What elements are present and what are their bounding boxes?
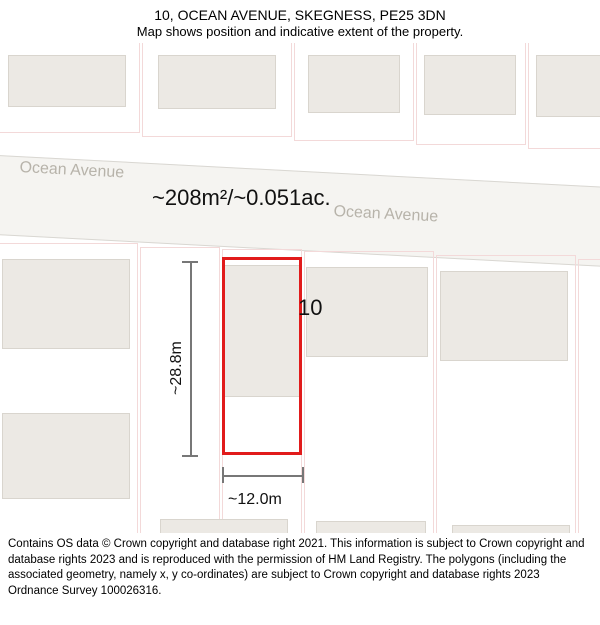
property-highlight xyxy=(222,257,302,455)
dimension-label-height: ~28.8m xyxy=(168,341,186,395)
building-block xyxy=(424,55,516,115)
dimension-bar-v xyxy=(190,261,192,455)
dimension-tick xyxy=(182,455,198,457)
dimension-tick xyxy=(182,261,198,263)
building-block xyxy=(536,55,600,117)
property-number: 10 xyxy=(298,295,322,321)
building-block xyxy=(316,521,426,533)
area-label: ~208m²/~0.051ac. xyxy=(152,185,331,211)
attribution-footer: Contains OS data © Crown copyright and d… xyxy=(0,533,600,605)
dimension-tick xyxy=(222,467,224,483)
building-block xyxy=(306,267,428,357)
building-block xyxy=(8,55,126,107)
building-block xyxy=(2,413,130,499)
building-block xyxy=(452,525,570,533)
page-title: 10, OCEAN AVENUE, SKEGNESS, PE25 3DN xyxy=(8,6,592,24)
header: 10, OCEAN AVENUE, SKEGNESS, PE25 3DN Map… xyxy=(0,0,600,43)
parcel-outline xyxy=(578,259,600,533)
building-block xyxy=(158,55,276,109)
building-block xyxy=(440,271,568,361)
dimension-tick xyxy=(302,467,304,483)
map-canvas: Ocean AvenueOcean Avenue10~208m²/~0.051a… xyxy=(0,43,600,533)
building-block xyxy=(160,519,288,533)
building-block xyxy=(308,55,400,113)
page-subtitle: Map shows position and indicative extent… xyxy=(8,24,592,41)
building-block xyxy=(2,259,130,349)
dimension-bar-h xyxy=(222,475,302,477)
dimension-label-width: ~12.0m xyxy=(228,491,282,509)
